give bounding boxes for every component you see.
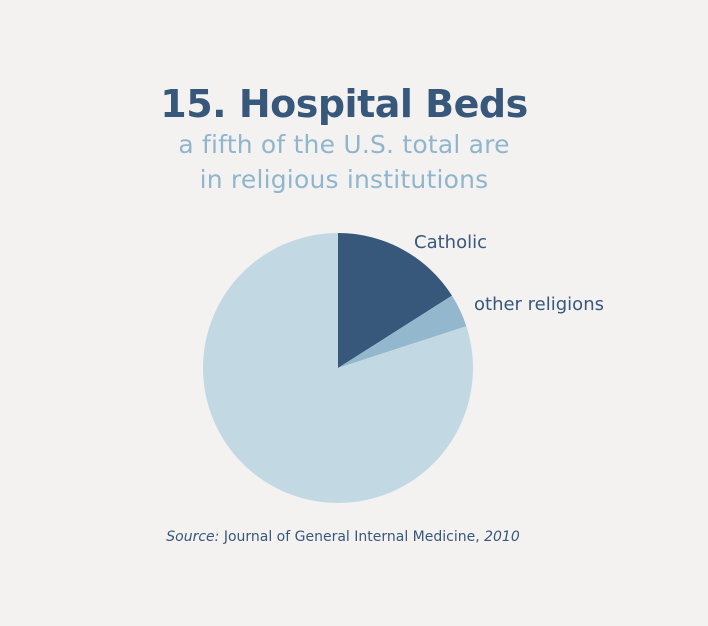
source-text: Journal of General Internal Medicine, bbox=[223, 529, 480, 545]
pie-slices bbox=[202, 233, 473, 503]
pie-slice-catholic bbox=[338, 233, 452, 368]
chart-title: 15. Hospital Beds bbox=[160, 82, 528, 126]
pie-slice-other-religions bbox=[338, 295, 467, 368]
source-year: 2010 bbox=[484, 529, 520, 545]
chart-subtitle-line1: a fifth of the U.S. total are bbox=[178, 130, 510, 159]
slice-label-other-religions: other religions bbox=[474, 294, 604, 315]
slice-label-catholic: Catholic bbox=[414, 232, 487, 253]
chart-subtitle-line2: in religious institutions bbox=[199, 165, 489, 194]
pie-slice-remainder bbox=[202, 233, 473, 503]
source-note: Source: Journal of General Internal Medi… bbox=[0, 529, 686, 545]
source-prefix: Source: bbox=[166, 529, 220, 545]
